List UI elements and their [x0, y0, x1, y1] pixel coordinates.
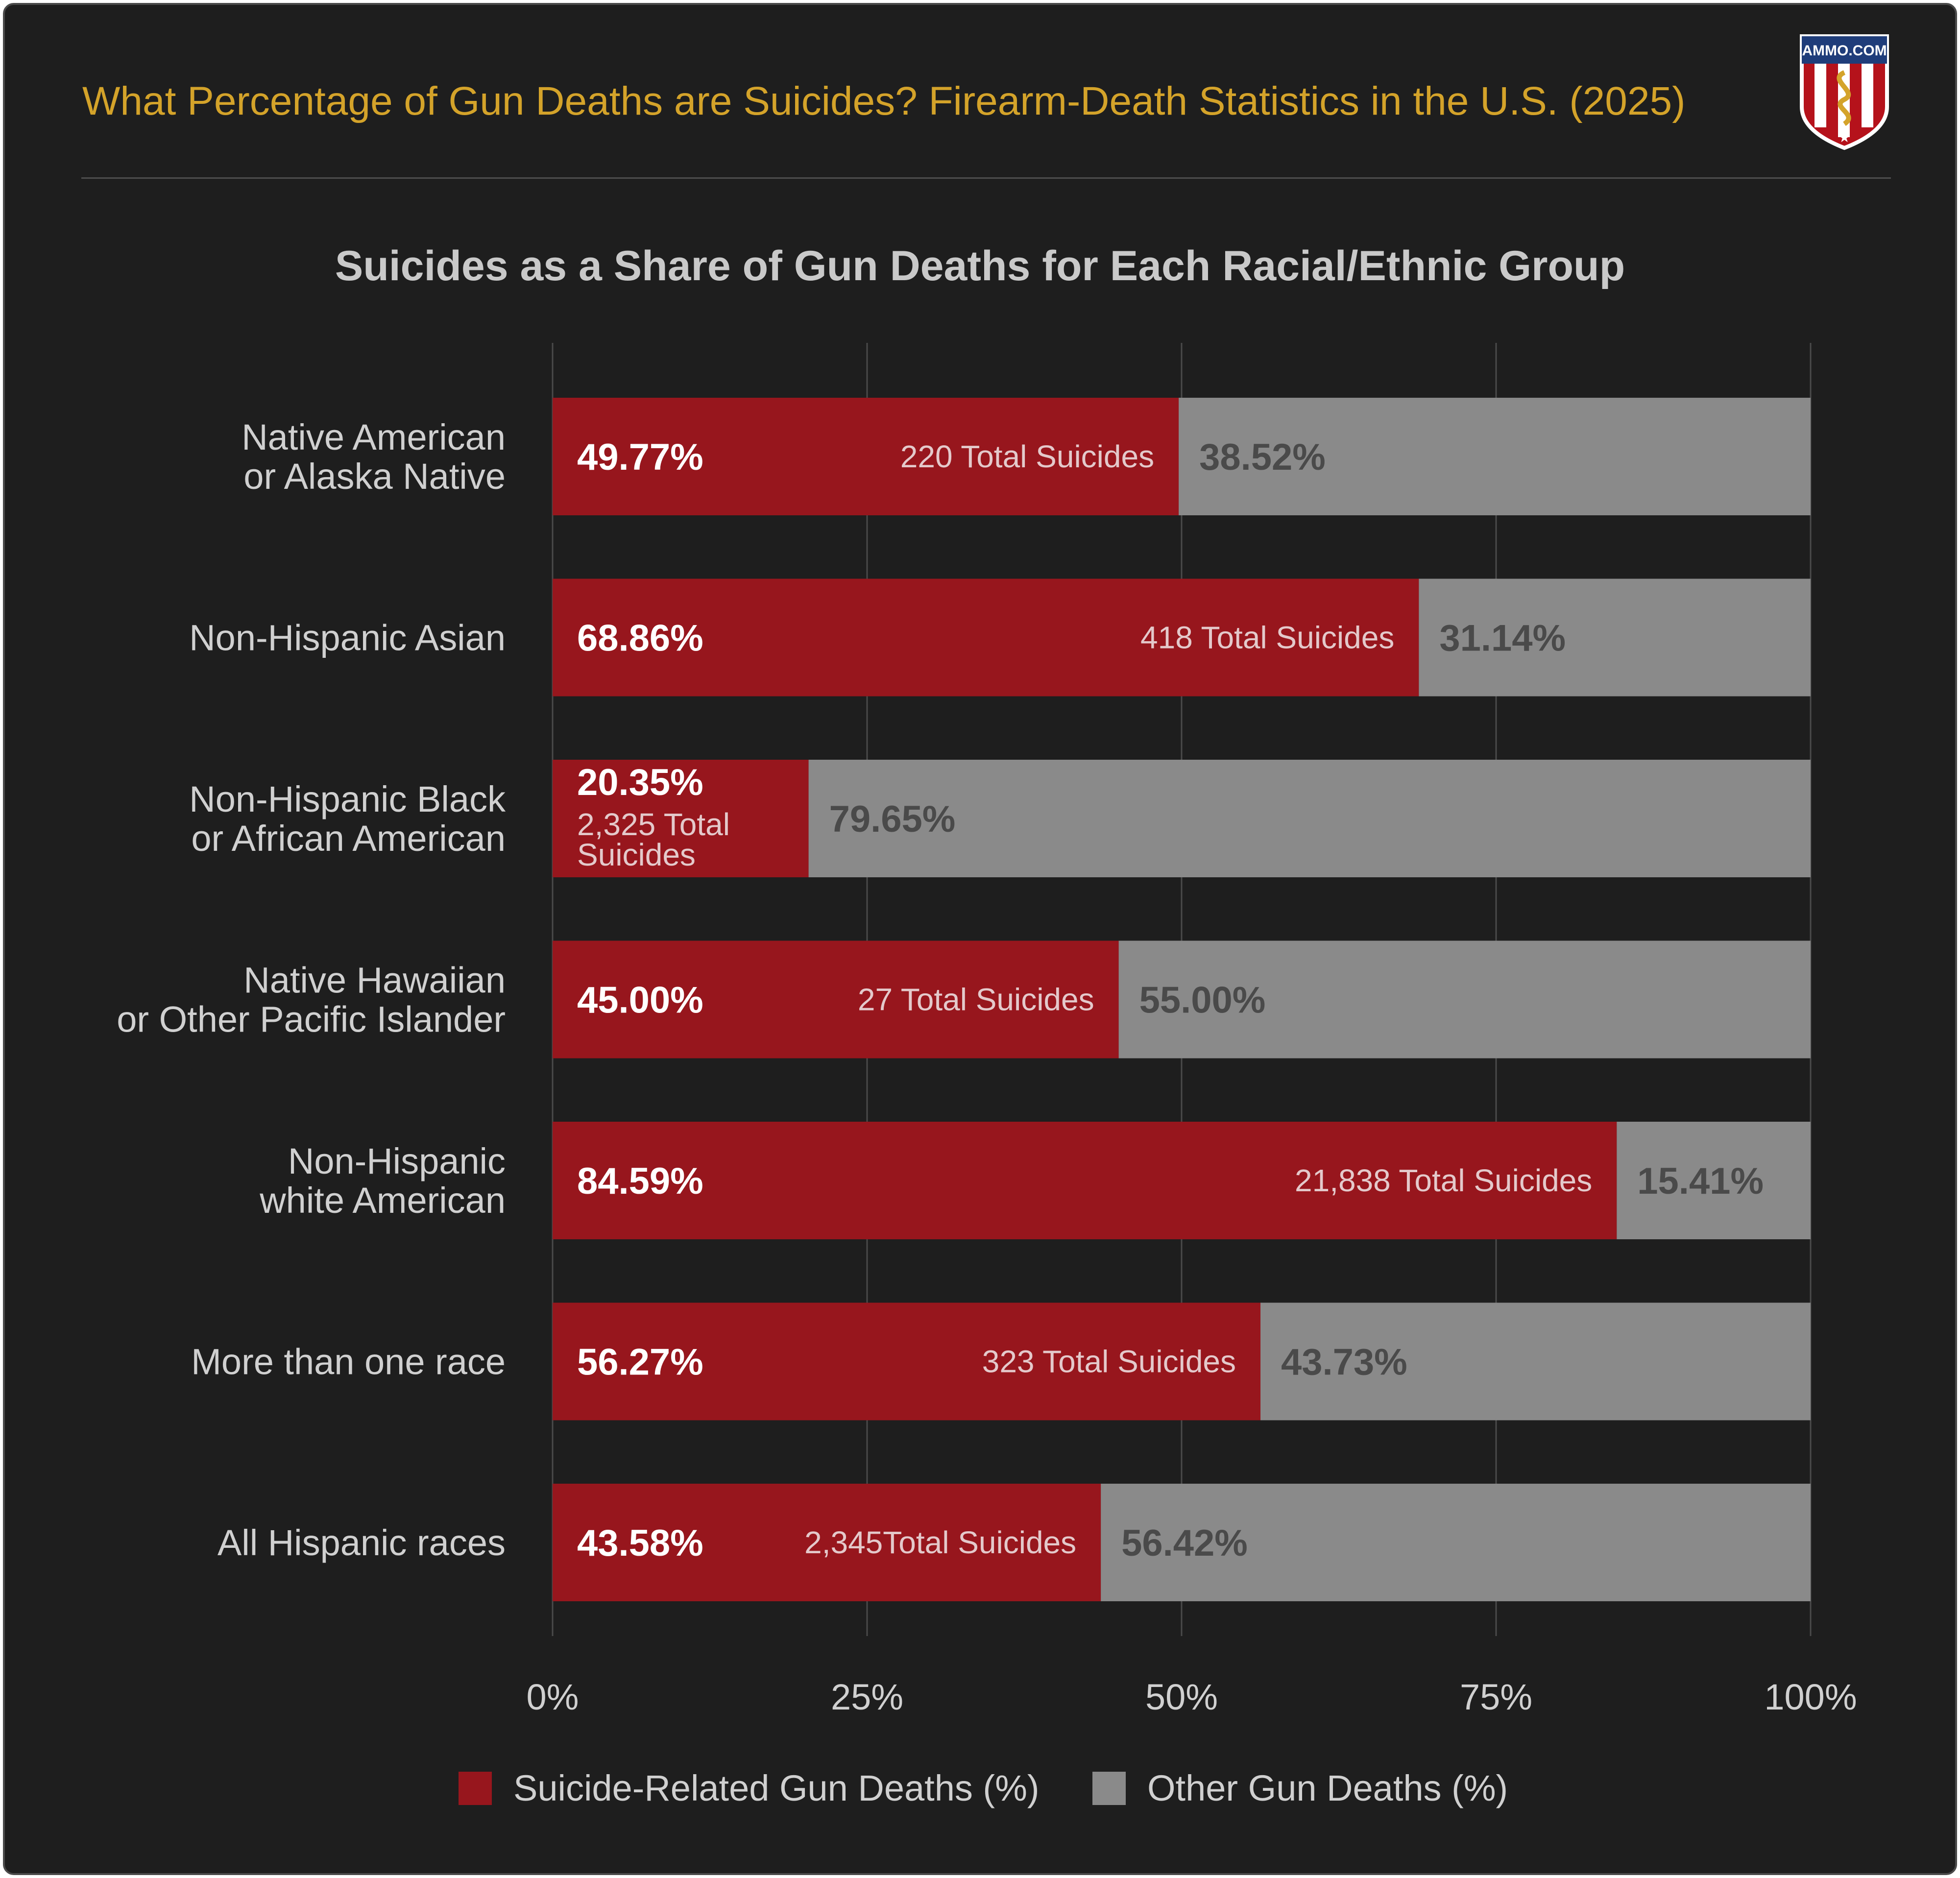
bar-suicide [553, 1122, 1617, 1239]
page-title: What Percentage of Gun Deaths are Suicid… [82, 79, 1686, 123]
data-label-other: 31.14% [1439, 618, 1566, 659]
bar-other [1617, 1122, 1811, 1239]
data-label-other: 79.65% [829, 798, 956, 840]
data-label-total: 2,325 Total [577, 807, 730, 842]
category-label: Non-Hispanic Asian [189, 618, 506, 658]
category-label: or Other Pacific Islander [117, 999, 506, 1040]
category-label: All Hispanic races [218, 1522, 506, 1563]
data-label-suicide: 45.00% [577, 980, 703, 1021]
bar-suicide [553, 398, 1179, 515]
category-label: More than one race [191, 1342, 506, 1382]
bar-suicide [553, 1302, 1261, 1421]
data-label-suicide: 49.77% [577, 436, 703, 478]
bar-suicide [553, 1484, 1101, 1601]
category-label: white American [259, 1180, 506, 1221]
data-label-other: 56.42% [1121, 1522, 1248, 1564]
data-label-suicide: 43.58% [577, 1522, 703, 1564]
legend-label-suicide: Suicide-Related Gun Deaths (%) [513, 1768, 1040, 1808]
x-tick-label: 25% [831, 1677, 903, 1717]
data-label-other: 38.52% [1199, 436, 1326, 478]
data-label-suicide: 56.27% [577, 1342, 703, 1383]
data-label-total: 323 Total Suicides [982, 1344, 1236, 1379]
category-label: or Alaska Native [243, 456, 506, 497]
data-label-suicide: 68.86% [577, 618, 703, 659]
bar-other [808, 760, 1811, 877]
bar-other [1419, 578, 1811, 697]
header-divider [81, 177, 1891, 179]
data-label-total: Suicides [577, 837, 696, 872]
x-tick-label: 0% [527, 1677, 579, 1717]
data-label-suicide: 84.59% [577, 1160, 703, 1202]
bar-suicide [553, 578, 1419, 697]
category-label: Non-Hispanic Black [189, 779, 506, 819]
bar-suicide [553, 760, 809, 877]
data-label-total: 2,345Total Suicides [804, 1525, 1076, 1560]
ammo-com-logo-icon: AMMO.COM ★ [1800, 34, 1889, 150]
logo-text: AMMO.COM [1802, 43, 1887, 59]
legend-swatch-suicide [459, 1771, 492, 1805]
bar-other [1260, 1302, 1811, 1421]
bar-suicide [553, 940, 1119, 1059]
chart-title: Suicides as a Share of Gun Deaths for Ea… [335, 242, 1625, 289]
bar-other [1179, 398, 1811, 515]
data-label-other: 15.41% [1637, 1160, 1764, 1202]
category-label: Non-Hispanic [288, 1141, 506, 1181]
legend-item-other: Other Gun Deaths (%) [1092, 1767, 1508, 1809]
x-tick-label: 50% [1145, 1677, 1218, 1717]
svg-text:★: ★ [1838, 129, 1850, 145]
category-label: Native Hawaiian [243, 960, 506, 1001]
data-label-total: 418 Total Suicides [1140, 620, 1394, 655]
data-label-other: 55.00% [1139, 980, 1266, 1021]
category-label: or African American [191, 818, 506, 859]
legend-swatch-other [1092, 1771, 1126, 1805]
x-tick-label: 75% [1460, 1677, 1532, 1717]
legend-label-other: Other Gun Deaths (%) [1147, 1768, 1508, 1808]
legend: Suicide-Related Gun Deaths (%) Other Gun… [0, 1763, 1960, 1812]
category-label: Native American [242, 417, 506, 457]
x-tick-label: 100% [1764, 1677, 1857, 1717]
data-label-suicide: 20.35% [577, 762, 703, 803]
bar-other [1118, 940, 1811, 1059]
data-label-total: 220 Total Suicides [900, 439, 1154, 474]
legend-item-suicide: Suicide-Related Gun Deaths (%) [459, 1767, 1040, 1809]
data-label-total: 27 Total Suicides [858, 982, 1094, 1017]
data-label-other: 43.73% [1281, 1342, 1407, 1383]
data-label-total: 21,838 Total Suicides [1295, 1163, 1592, 1198]
bar-other [1101, 1484, 1811, 1601]
